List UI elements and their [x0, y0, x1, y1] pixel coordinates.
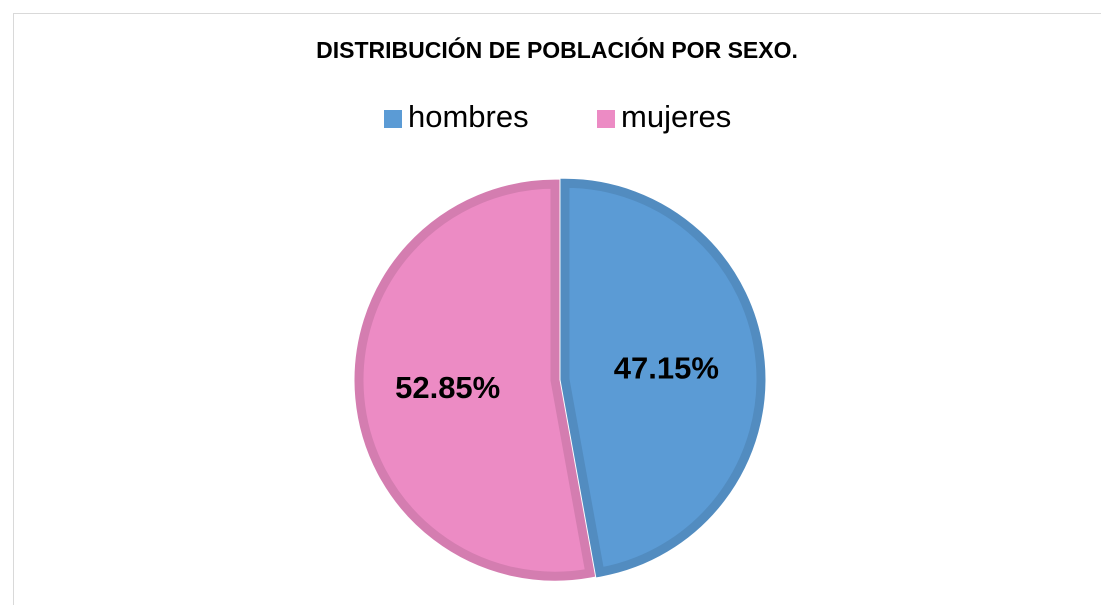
legend-label: hombres	[408, 99, 529, 134]
legend-swatch	[597, 110, 615, 128]
data-label: 52.85%	[395, 370, 500, 405]
chart-title: DISTRIBUCIÓN DE POBLACIÓN POR SEXO.	[316, 36, 798, 63]
legend-swatch	[384, 110, 402, 128]
pie-slice	[560, 178, 766, 578]
legend-label: mujeres	[621, 99, 731, 134]
pie-slice	[354, 179, 596, 581]
data-label: 47.15%	[614, 350, 719, 385]
